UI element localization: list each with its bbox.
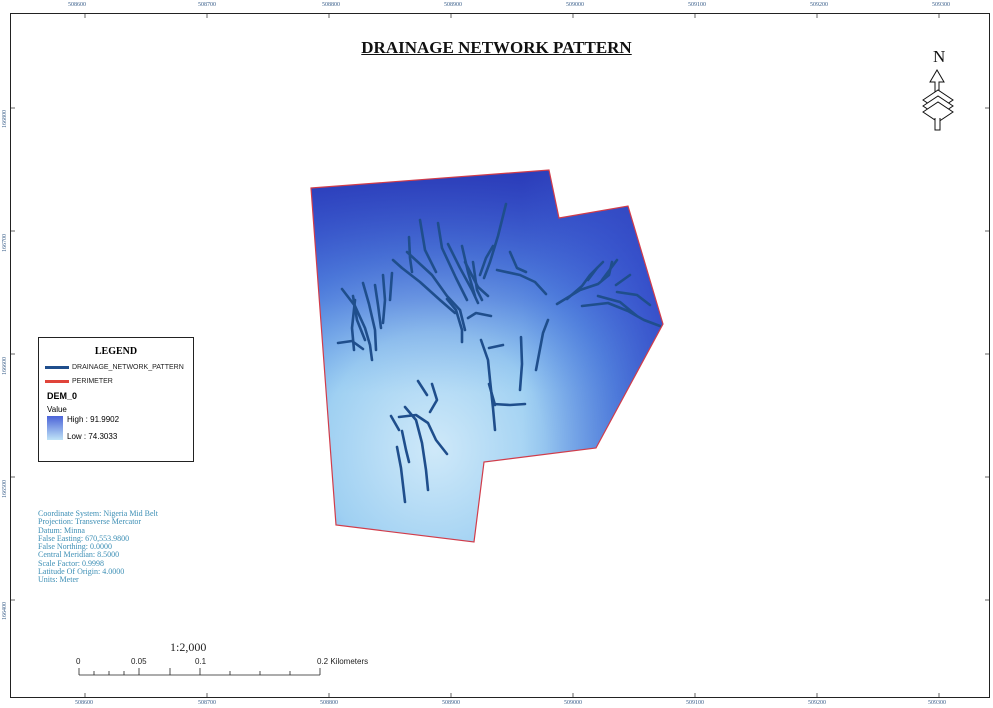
grid-label-bottom: 508900: [442, 700, 460, 706]
legend-value-label: Value: [47, 405, 67, 414]
grid-label-top: 508600: [68, 2, 86, 8]
coordinate-info-line: Units: Meter: [38, 575, 79, 585]
grid-label-bottom: 509000: [564, 700, 582, 706]
grid-label-top: 509100: [688, 2, 706, 8]
scale-label: 0.1: [195, 657, 207, 666]
legend-title: LEGEND: [94, 346, 138, 357]
coordinate-info-line: False Easting: 670,553.9800: [38, 533, 130, 543]
legend-low-value: Low : 74.3033: [67, 432, 118, 441]
grid-label-top: 509200: [810, 2, 828, 8]
grid-label-bottom: 509200: [808, 700, 826, 706]
scale-label: 0.05: [131, 657, 147, 666]
legend-color-ramp: [47, 416, 63, 440]
coordinate-info-line: Scale Factor: 0.9998: [38, 558, 104, 568]
drainage-line-swatch: [45, 365, 69, 369]
grid-label-bottom: 508600: [75, 700, 93, 706]
grid-label-top: 508900: [444, 2, 462, 8]
coordinate-info-line: Projection: Transverse Mercator: [38, 517, 142, 527]
legend-item-label: PERIMETER: [72, 378, 113, 385]
coordinate-info-line: Datum: Minna: [38, 525, 85, 535]
legend-item-perimeter: PERIMETER: [45, 378, 113, 385]
legend-layer-name: DEM_0: [47, 391, 78, 401]
coordinate-info-line: Latitude Of Origin: 4.0000: [38, 567, 125, 577]
map-title: DRAINAGE NETWORK PATTERN: [361, 38, 632, 57]
coordinate-info: Coordinate System: Nigeria Mid Belt Proj…: [38, 509, 158, 585]
frame-ticks: [10, 13, 990, 698]
coordinate-info-line: Central Meridian: 8.5000: [38, 550, 120, 560]
scale-bar: [78, 668, 321, 676]
grid-label-bottom: 509300: [928, 700, 946, 706]
legend-high-value: High : 91.9902: [67, 415, 120, 424]
perimeter-line-swatch: [45, 379, 69, 383]
legend: LEGEND DRAINAGE_NETWORK_PATTERN PERIMETE…: [38, 337, 194, 462]
north-label: N: [933, 47, 946, 66]
north-arrow-icon: [922, 69, 954, 131]
grid-label-top: 509000: [566, 2, 584, 8]
scale-label: 0.2 Kilometers: [317, 657, 369, 666]
grid-label-top: 509300: [932, 2, 950, 8]
grid-label-top: 508700: [198, 2, 216, 8]
grid-label-bottom: 509100: [686, 700, 704, 706]
legend-item-label: DRAINAGE_NETWORK_PATTERN: [72, 364, 184, 371]
grid-label-top: 508800: [322, 2, 340, 8]
coordinate-info-line: False Northing: 0.0000: [38, 542, 112, 552]
grid-label-bottom: 508800: [320, 700, 338, 706]
scale-ratio: 1:2,000: [170, 640, 207, 654]
drainage-network: [336, 202, 662, 504]
scale-label: 0: [76, 657, 81, 666]
legend-item-drainage: DRAINAGE_NETWORK_PATTERN: [45, 364, 184, 371]
perimeter-outline: [310, 169, 664, 543]
coordinate-info-line: Coordinate System: Nigeria Mid Belt: [38, 509, 158, 518]
grid-label-bottom: 508700: [198, 700, 216, 706]
